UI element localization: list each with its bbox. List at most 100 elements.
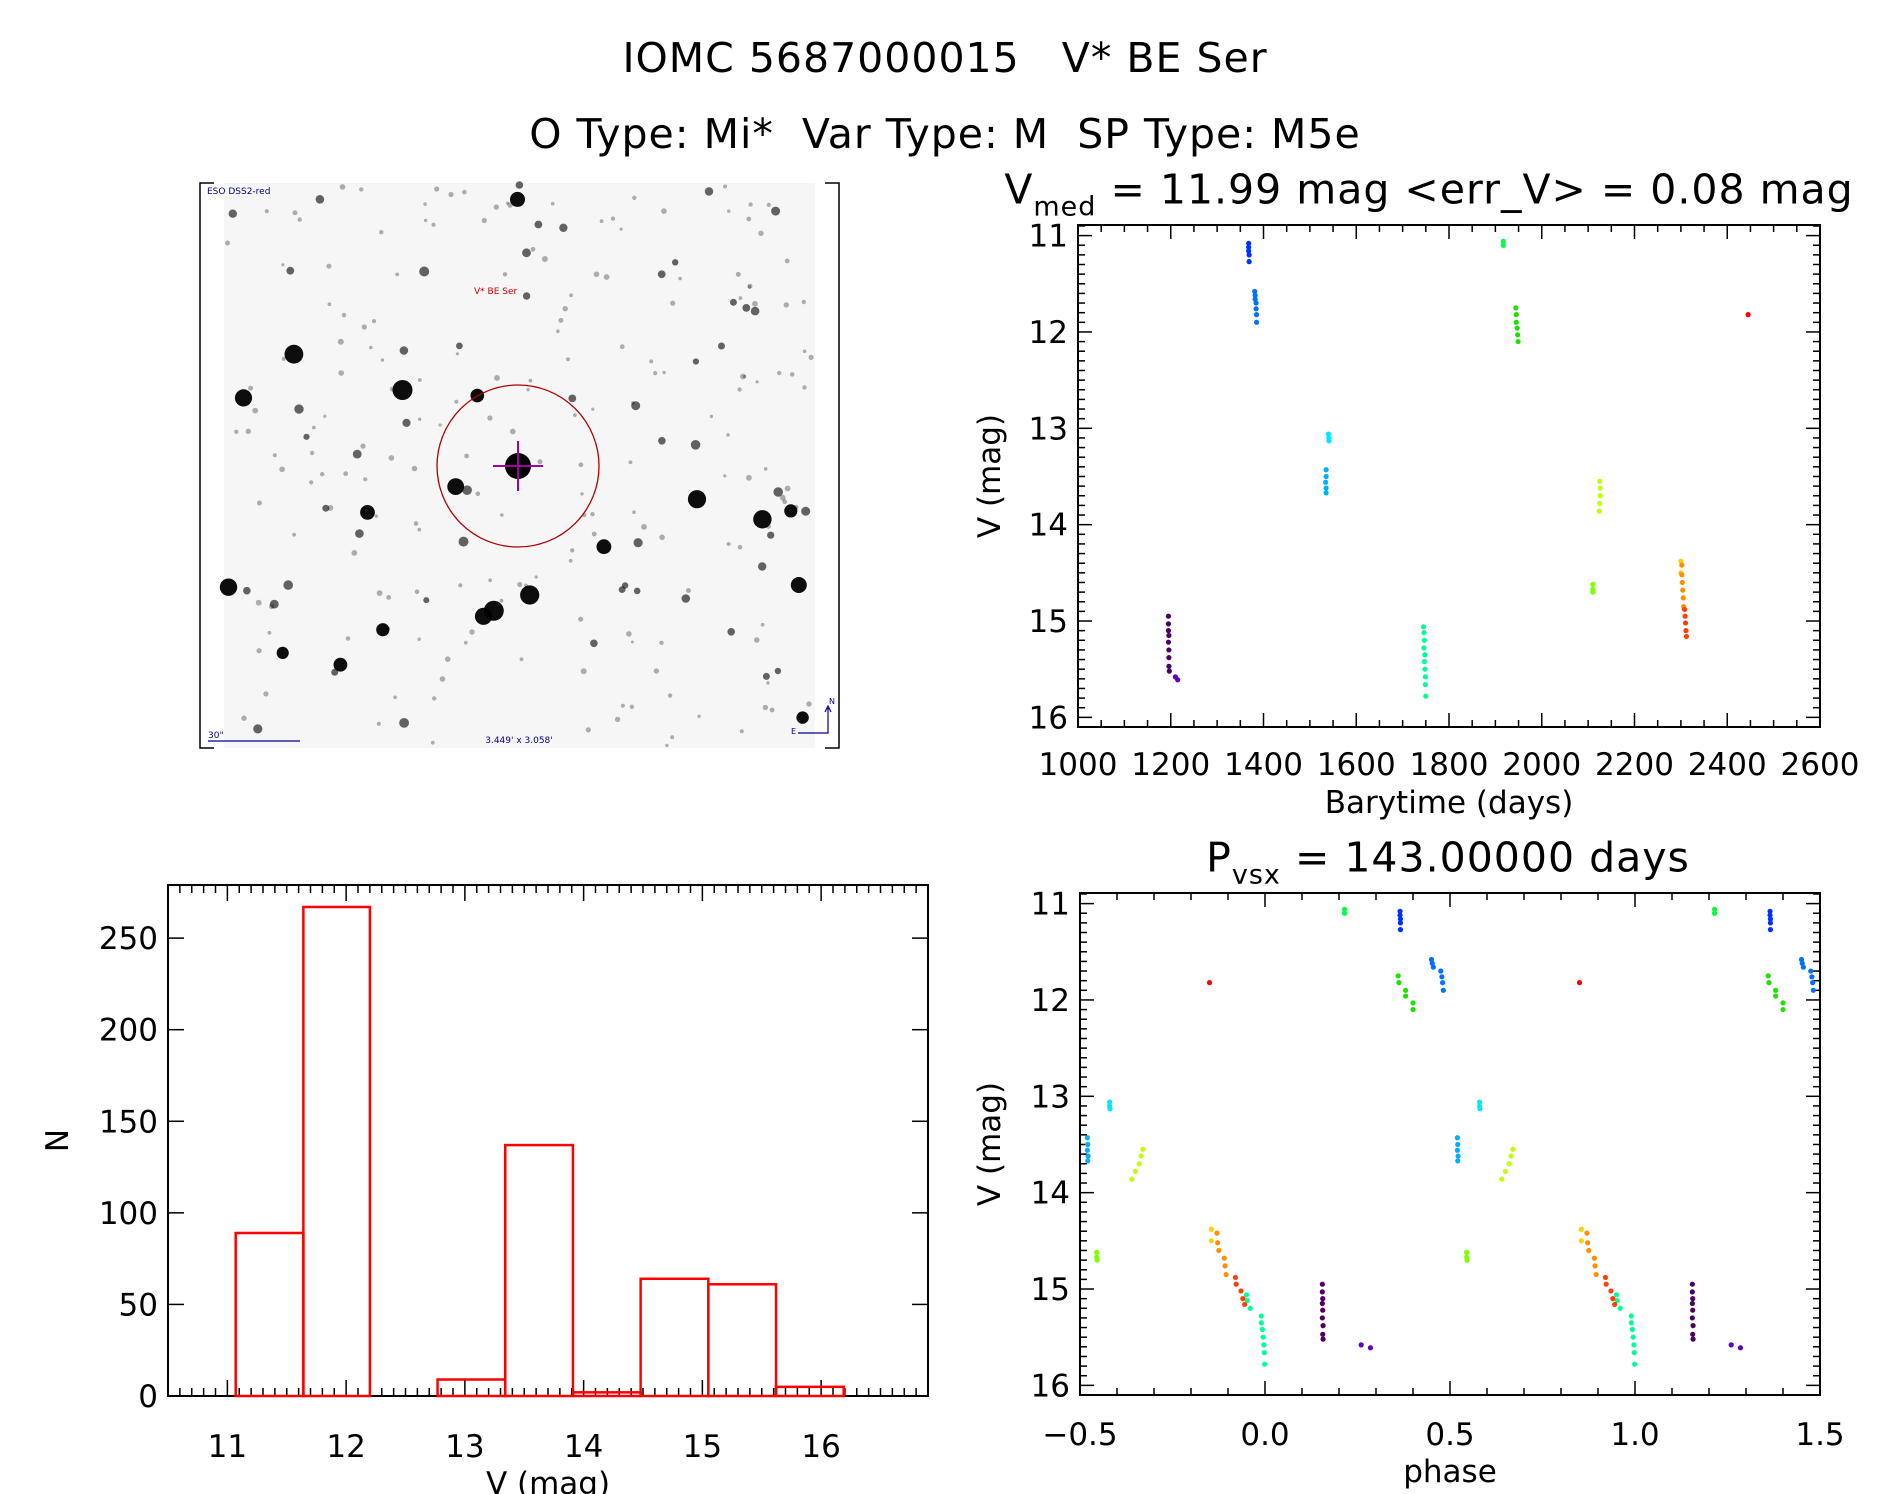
title-main: P — [1206, 833, 1232, 882]
data-point — [1247, 1305, 1253, 1311]
data-point — [1690, 1296, 1696, 1302]
data-point — [1165, 613, 1172, 619]
star — [585, 727, 591, 733]
data-point — [1208, 1226, 1214, 1232]
star — [455, 352, 459, 356]
star — [309, 480, 314, 485]
data-point — [1780, 1000, 1786, 1006]
star — [379, 230, 384, 235]
y-tick-label: 14 — [1031, 1176, 1070, 1212]
star — [670, 300, 676, 306]
data-point — [1585, 1240, 1591, 1246]
star — [747, 285, 752, 289]
star — [326, 263, 332, 269]
star — [219, 578, 238, 596]
lightcurve-plot: 1000 1200 1400 1600 1800 2000 2200 2400 2600 11 12… — [972, 219, 1859, 821]
star — [537, 459, 543, 465]
data-point — [1085, 1153, 1091, 1159]
data-point — [1602, 1274, 1608, 1281]
title-sub: med — [1033, 191, 1097, 223]
star — [790, 577, 807, 593]
data-point — [1403, 987, 1409, 993]
star — [748, 202, 753, 207]
star — [762, 704, 769, 711]
star — [388, 455, 395, 461]
data-point — [1319, 1281, 1325, 1287]
data-point — [1132, 1168, 1139, 1175]
star — [351, 550, 358, 556]
histogram-bar — [302, 905, 372, 1398]
star — [692, 358, 700, 365]
star — [522, 248, 531, 258]
star — [339, 184, 346, 190]
data-point — [1597, 493, 1603, 499]
data-point — [1222, 1263, 1228, 1269]
data-point — [1590, 589, 1596, 595]
x-tick-label: 2200 — [1595, 747, 1674, 783]
star — [360, 508, 366, 514]
star — [534, 575, 538, 579]
plot-frame — [1079, 892, 1821, 1396]
star — [746, 216, 752, 222]
data-point — [1617, 1305, 1623, 1311]
data-point — [1165, 628, 1172, 634]
y-tick-label: 150 — [99, 1104, 158, 1140]
star — [726, 542, 731, 546]
star — [619, 227, 623, 231]
data-point — [1320, 1307, 1326, 1313]
x-tick-label: 0.5 — [1425, 1417, 1474, 1453]
star — [568, 394, 577, 403]
star — [793, 504, 799, 510]
star — [331, 668, 339, 676]
data-point — [1240, 1296, 1246, 1302]
data-point — [1261, 1342, 1267, 1348]
star — [225, 240, 230, 246]
star — [580, 668, 587, 675]
title-rest: = 143.00000 days — [1280, 833, 1690, 882]
star — [685, 588, 691, 593]
data-point — [1085, 1141, 1091, 1148]
data-point — [1396, 980, 1402, 986]
data-point — [1216, 1247, 1222, 1254]
lightcurve-title: Vmed = 11.99 mag <err_V> = 0.08 mag — [1004, 166, 1853, 223]
star — [252, 407, 259, 414]
data-point — [1252, 288, 1258, 295]
data-point — [1767, 916, 1774, 922]
data-point — [1253, 319, 1260, 325]
star — [515, 181, 524, 189]
star — [782, 499, 788, 505]
x-tick-label: 2000 — [1502, 747, 1581, 783]
data-point — [1800, 964, 1806, 970]
data-point — [1421, 658, 1428, 665]
star — [423, 597, 430, 604]
star — [458, 536, 469, 547]
data-point — [1477, 1106, 1483, 1112]
star — [661, 208, 667, 214]
star — [439, 676, 446, 682]
data-point — [1367, 1345, 1374, 1351]
star — [783, 302, 789, 308]
star — [255, 599, 262, 606]
type-subtitle: O Type: Mi* Var Type: M SP Type: M5e — [529, 110, 1361, 158]
data-point — [1422, 682, 1428, 688]
data-point — [1166, 668, 1172, 674]
data-point — [1689, 1300, 1695, 1307]
star — [659, 640, 664, 645]
data-point — [1238, 1288, 1244, 1294]
data-point — [1438, 968, 1444, 974]
data-point — [1767, 927, 1774, 933]
star — [801, 506, 811, 516]
data-point — [1422, 666, 1428, 672]
star — [758, 562, 767, 571]
star — [629, 704, 635, 709]
finder-image: ESO DSS2-red V* BE Ser 30" 3.449' x 3.05… — [199, 181, 840, 749]
x-axis-label: phase — [1403, 1454, 1497, 1490]
data-point — [1679, 579, 1685, 586]
star — [610, 216, 616, 221]
star — [303, 433, 310, 440]
star — [506, 201, 510, 205]
star — [392, 380, 413, 400]
star — [294, 404, 304, 414]
star — [632, 510, 636, 514]
star — [704, 187, 714, 196]
